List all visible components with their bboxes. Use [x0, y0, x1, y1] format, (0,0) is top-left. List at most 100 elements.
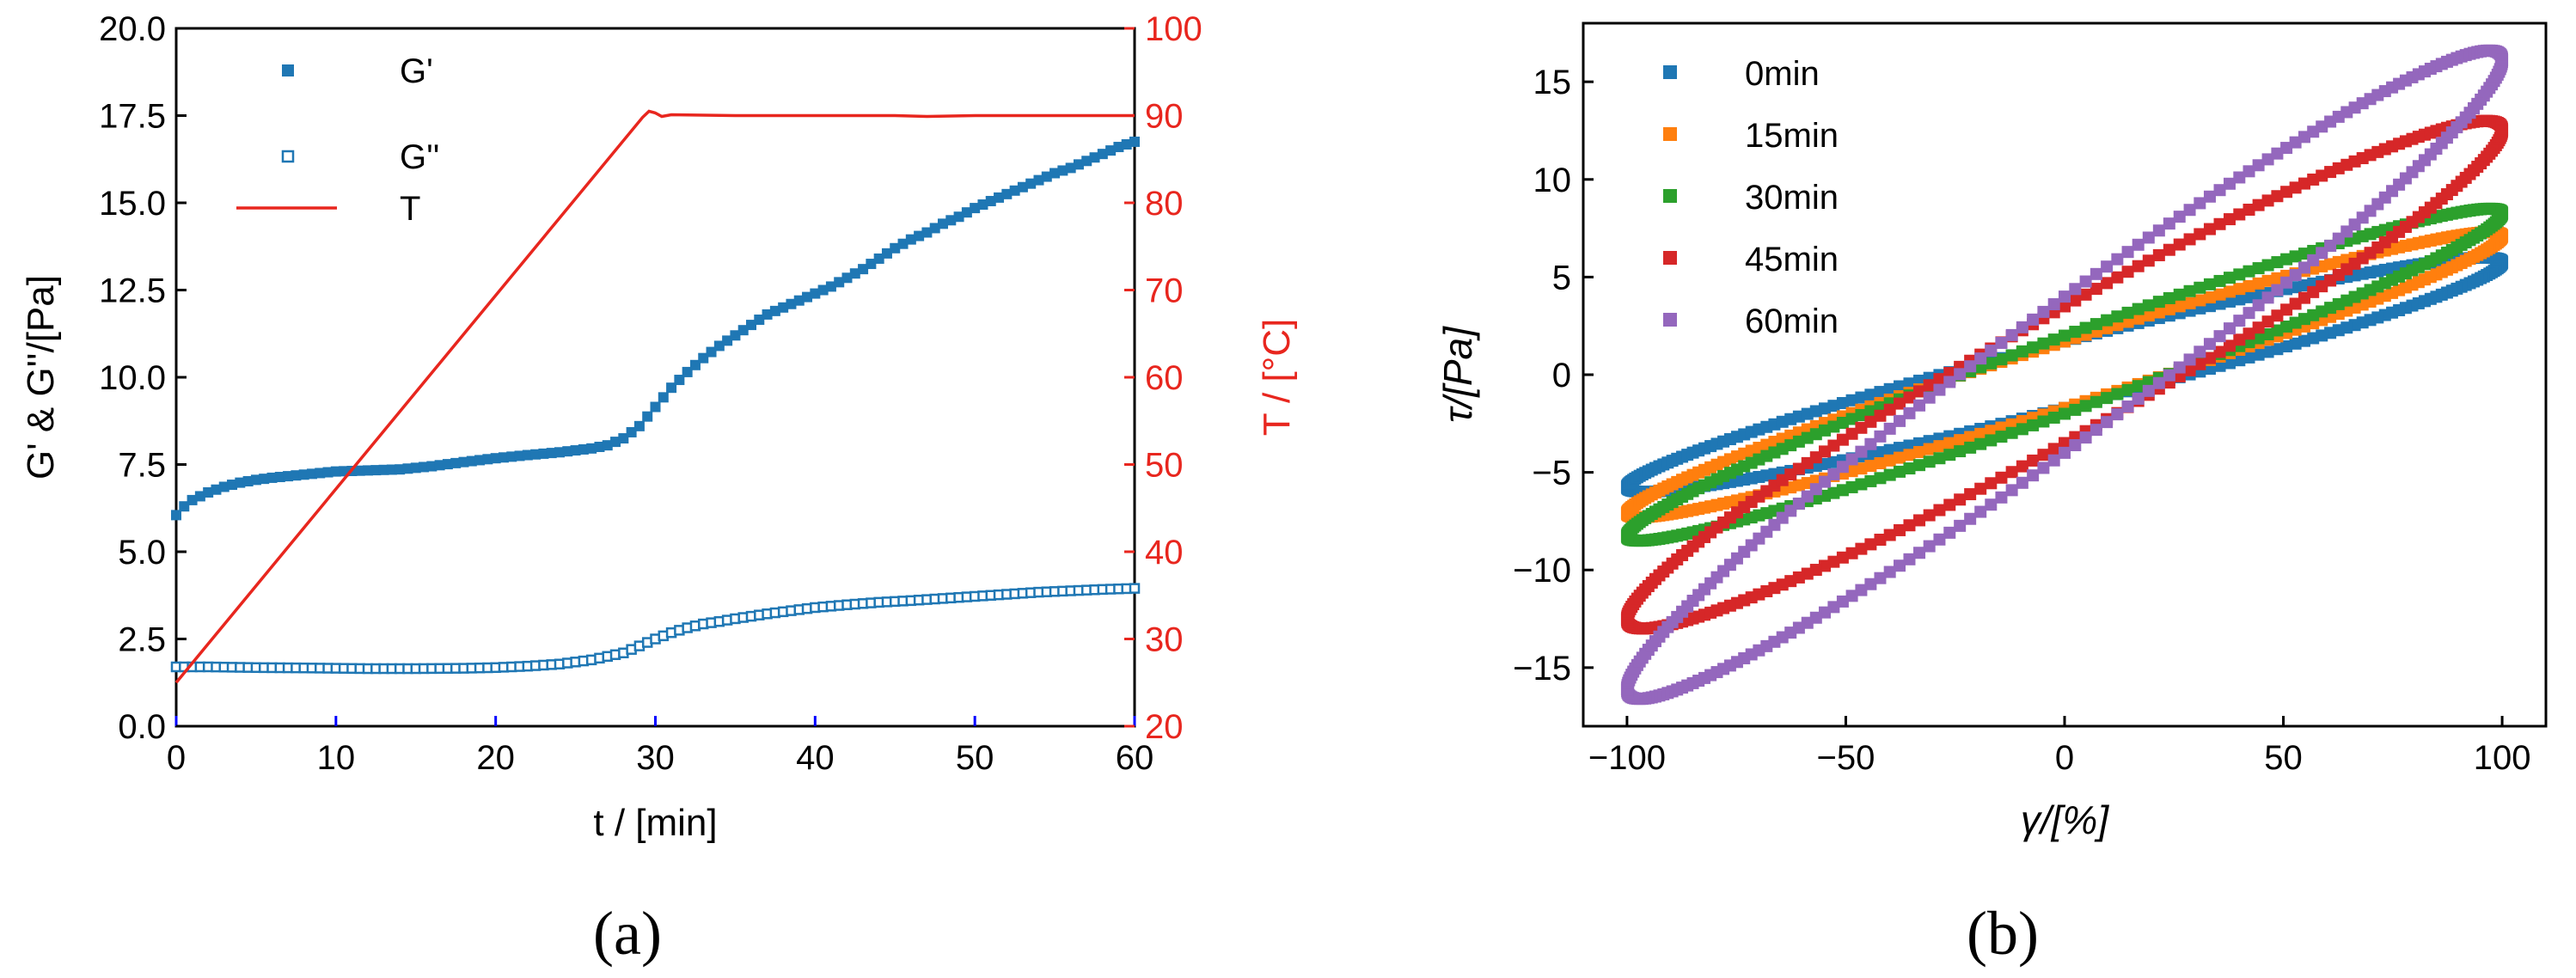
loop-point-30min [2261, 328, 2274, 341]
g-prime-point [363, 465, 373, 476]
loop-point-60min [2027, 469, 2040, 482]
loop-point-60min [1845, 453, 1858, 466]
loop-point-45min [2252, 321, 2265, 334]
g-prime-point [713, 340, 725, 351]
loop-point-0min [2280, 340, 2293, 353]
g-prime-point [1001, 188, 1013, 199]
g-prime-point [1009, 185, 1020, 196]
g-prime-point [298, 469, 309, 480]
loop-point-60min [2243, 165, 2255, 178]
loop-point-60min [1985, 345, 1998, 358]
g-prime-point [490, 453, 501, 464]
g-prime-point [419, 461, 430, 473]
loop-point-60min [2213, 330, 2226, 343]
loop-point-30min [2173, 288, 2186, 301]
loop-point-45min [2243, 203, 2255, 216]
g-prime-point [554, 447, 565, 458]
y-tick-label-a: 15.0 [99, 185, 166, 223]
x-tick-label-a: 40 [796, 739, 835, 777]
legend-label-g-prime: G' [400, 52, 433, 90]
loop-point-0min [1874, 386, 1887, 399]
loop-point-30min [1923, 455, 1936, 468]
loop-point-60min [1864, 578, 1877, 590]
loop-point-30min [2280, 253, 2293, 266]
loop-point-45min [1864, 415, 1877, 428]
y-tick-label-a: 10.0 [99, 359, 166, 397]
x-tick-label-a: 20 [476, 739, 515, 777]
loop-point-60min [2121, 400, 2134, 413]
loop-point-45min [1903, 391, 1916, 404]
legend-marker-60min [1663, 313, 1677, 327]
loop-point-30min [2121, 306, 2134, 319]
loop-point-60min [1954, 368, 1967, 381]
g-prime-point [817, 284, 829, 296]
loop-point-60min [1923, 391, 1936, 404]
g-prime-point [506, 451, 517, 462]
loop-point-60min [1933, 383, 1946, 396]
loop-point-45min [1883, 529, 1896, 541]
loop-point-45min [2233, 333, 2246, 346]
loop-point-60min [1845, 590, 1858, 602]
legend-marker-0min [1663, 65, 1677, 79]
loop-point-30min [1995, 353, 2008, 366]
plot-frame-b [1582, 21, 2548, 728]
loop-point-60min [2233, 315, 2246, 327]
loop-point-45min [2280, 303, 2293, 316]
g-prime-point [1081, 156, 1092, 167]
loop-point-15min [2132, 312, 2145, 325]
loop-point-45min [1845, 427, 1858, 440]
g-prime-point [810, 288, 821, 299]
y-tick-label-b: 15 [1533, 64, 1572, 101]
g-prime-point [1129, 136, 1140, 147]
loop-point-15min [2213, 288, 2226, 301]
loop-point-60min [2183, 353, 2196, 366]
loop-point-60min [2047, 297, 2060, 310]
g-prime-point [793, 295, 805, 306]
g-prime-point [259, 474, 270, 485]
loop-point-15min [2152, 306, 2165, 319]
loop-point-45min [2037, 449, 2050, 461]
g-prime-point [658, 392, 669, 403]
g-prime-point [858, 264, 869, 275]
g-prime-point [994, 192, 1005, 203]
y2-tick-label-a: 100 [1145, 10, 1202, 48]
x-tick-label-b: 50 [2264, 739, 2303, 777]
y-tick-label-b: 5 [1552, 259, 1571, 296]
loop-point-30min [2079, 321, 2092, 334]
loop-point-30min [1943, 449, 1956, 461]
legend-b: 0min 15min 30min 45min 60min [1663, 55, 1839, 340]
x-tick-label-b: −100 [1588, 739, 1666, 777]
loop-point-45min [1894, 397, 1906, 410]
loop-point-30min [2280, 321, 2293, 333]
y2-tick-label-a: 80 [1145, 185, 1184, 223]
loop-point-60min [2183, 204, 2196, 217]
loop-point-60min [2079, 275, 2092, 288]
loop-point-30min [2213, 274, 2226, 287]
series-loop-60min [1620, 44, 2509, 706]
legend-label-temperature: T [400, 190, 420, 228]
loop-point-60min [2271, 284, 2284, 296]
loop-point-30min [2027, 341, 2040, 354]
x-axis-title-b: γ/[%] [2021, 798, 2109, 842]
loop-point-15min [1903, 449, 1916, 461]
g-prime-point [426, 461, 437, 472]
loop-point-60min [1836, 595, 1849, 608]
loop-point-15min [2194, 294, 2206, 307]
g-prime-point [1057, 165, 1068, 176]
loop-point-30min [1845, 413, 1858, 425]
y-tick-label-a: 20.0 [99, 10, 166, 48]
g-prime-point [227, 480, 238, 491]
loop-point-0min [1864, 448, 1877, 461]
loop-point-45min [1874, 409, 1887, 422]
loop-point-15min [1894, 451, 1906, 464]
x-tick-label-a: 50 [956, 739, 994, 777]
loop-point-45min [2152, 248, 2165, 261]
legend-marker-45min [1663, 251, 1677, 265]
loop-point-30min [1836, 484, 1849, 497]
loop-point-60min [2271, 147, 2284, 160]
loop-point-0min [2271, 343, 2284, 356]
loop-point-45min [2213, 217, 2226, 230]
legend-marker-15min [1663, 127, 1677, 141]
g-prime-point [386, 464, 397, 475]
loop-point-60min [2203, 190, 2216, 203]
